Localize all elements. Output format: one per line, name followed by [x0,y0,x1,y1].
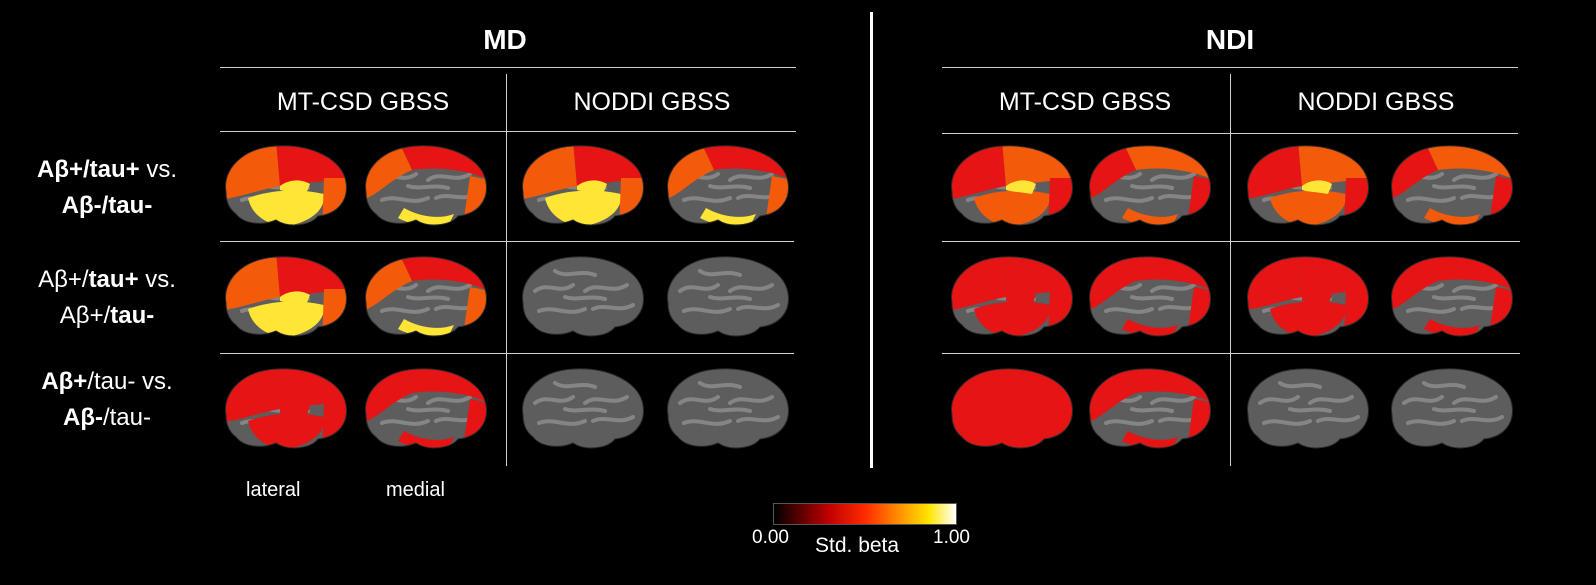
ndi-col-mtcsd: MT-CSD GBSS [998,88,1172,116]
brain-lateral-r3-c5 [944,363,1076,460]
row-label-line: Aβ-/tau- [62,404,151,431]
view-label-lateral: lateral [246,479,301,501]
brain-medial-r2-c2 [358,251,490,348]
panel-divider [870,12,873,468]
ndi-row1-line [942,241,1520,242]
brain-lateral-r3-c7 [1240,363,1372,460]
row-label-line: Aβ-/tau- [61,192,153,219]
colorbar-min-label: 0.00 [752,527,789,548]
brain-lateral-r2-c5 [944,251,1076,348]
brain-medial-r1-c4 [660,140,792,237]
brain-lateral-r2-c3 [515,251,647,348]
md-row2-line [220,353,794,354]
ndi-col-noddi: NODDI GBSS [1297,88,1455,116]
panel-title-md: MD [483,24,527,55]
row-label-3: Aβ+/tau- vs. Aβ-/tau- [2,364,212,436]
brain-medial-r3-c2 [358,363,490,460]
row-label-2: Aβ+/tau+ vs. Aβ+/tau- [2,262,212,334]
colorbar [773,503,957,525]
brain-lateral-r1-c7 [1240,140,1372,237]
md-header-line [220,67,796,68]
row-label-line: Aβ+/tau+ vs. [36,156,178,183]
ndi-header-line [942,67,1518,68]
brain-medial-r2-c8 [1384,251,1516,348]
md-col-noddi: NODDI GBSS [573,88,731,116]
brain-medial-r1-c6 [1082,140,1214,237]
brain-lateral-r3-c1 [218,363,350,460]
md-colhead-line [220,131,796,132]
brain-lateral-r2-c1 [218,251,350,348]
row-label-1: Aβ+/tau+ vs. Aβ-/tau- [2,152,212,224]
colorbar-title: Std. beta [815,534,900,557]
ndi-row2-line [942,353,1520,354]
brain-lateral-r1-c1 [218,140,350,237]
brain-medial-r2-c6 [1082,251,1214,348]
md-col-mtcsd: MT-CSD GBSS [276,88,450,116]
brain-medial-r3-c4 [660,363,792,460]
row-label-line: Aβ+/tau- [59,302,155,329]
md-row1-line [220,241,794,242]
view-label-medial: medial [386,479,445,501]
row-label-line: Aβ+/tau+ vs. [38,266,176,293]
brain-medial-r1-c2 [358,140,490,237]
brain-medial-r2-c4 [660,251,792,348]
ndi-col-divider [1230,74,1231,466]
brain-medial-r3-c6 [1082,363,1214,460]
md-col-divider [506,74,507,466]
brain-lateral-r1-c5 [944,140,1076,237]
brain-lateral-r3-c3 [515,363,647,460]
brain-lateral-r1-c3 [515,140,647,237]
row-label-line: Aβ+/tau- vs. [41,368,173,395]
colorbar-max-label: 1.00 [933,527,970,548]
panel-title-ndi: NDI [1205,24,1255,55]
brain-lateral-r2-c7 [1240,251,1372,348]
brain-medial-r3-c8 [1384,363,1516,460]
brain-medial-r1-c8 [1384,140,1516,237]
